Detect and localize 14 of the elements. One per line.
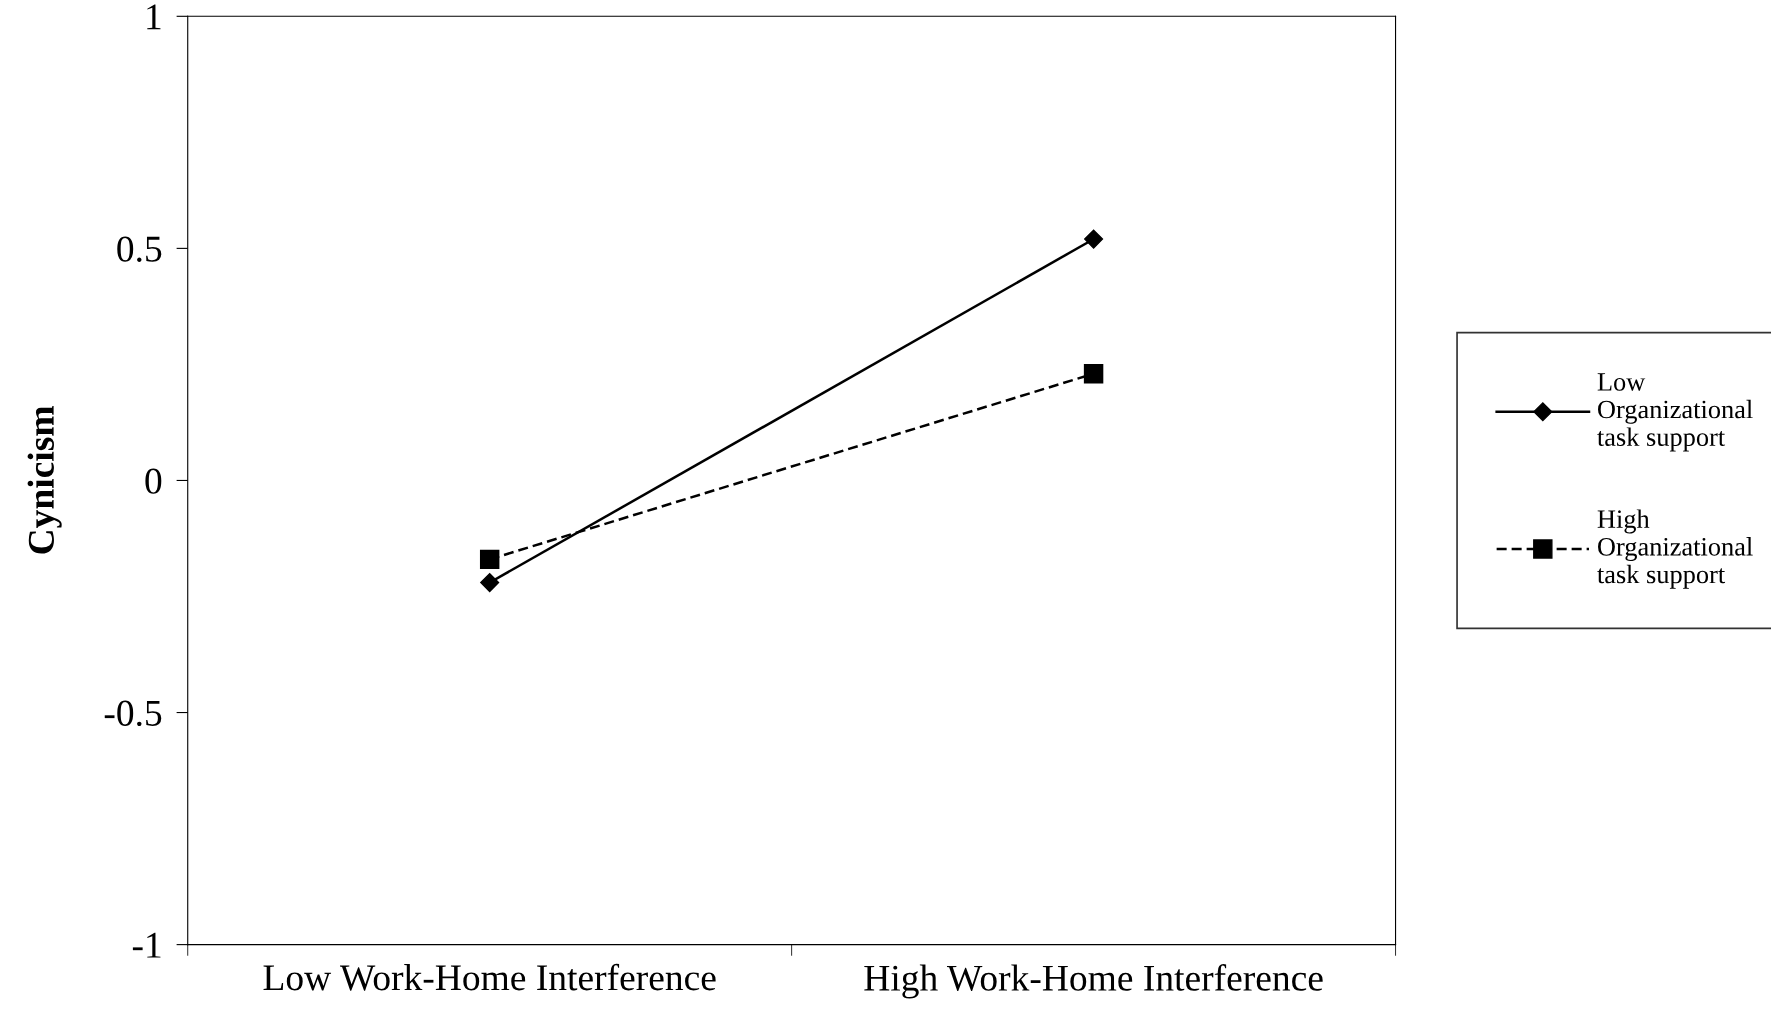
legend-label: Low Organizational task support [1597, 373, 1753, 452]
y-tick-label: -1 [132, 932, 161, 958]
point [479, 549, 500, 570]
x-tick-label: Low Work-Home Interference [263, 963, 716, 991]
y-tick-label: 0.5 [117, 236, 162, 262]
x-tick-label: High Work-Home Interference [864, 964, 1323, 999]
point [1084, 229, 1104, 249]
y-axis-title: Cynicism [27, 406, 62, 554]
y-tick-label: 1 [147, 4, 161, 30]
y-tick-label: 0 [145, 468, 162, 494]
legend-label: High Organizational task support [1597, 509, 1753, 589]
point [480, 573, 500, 593]
point [1083, 363, 1104, 384]
y-tick-label: -0.5 [104, 700, 162, 727]
